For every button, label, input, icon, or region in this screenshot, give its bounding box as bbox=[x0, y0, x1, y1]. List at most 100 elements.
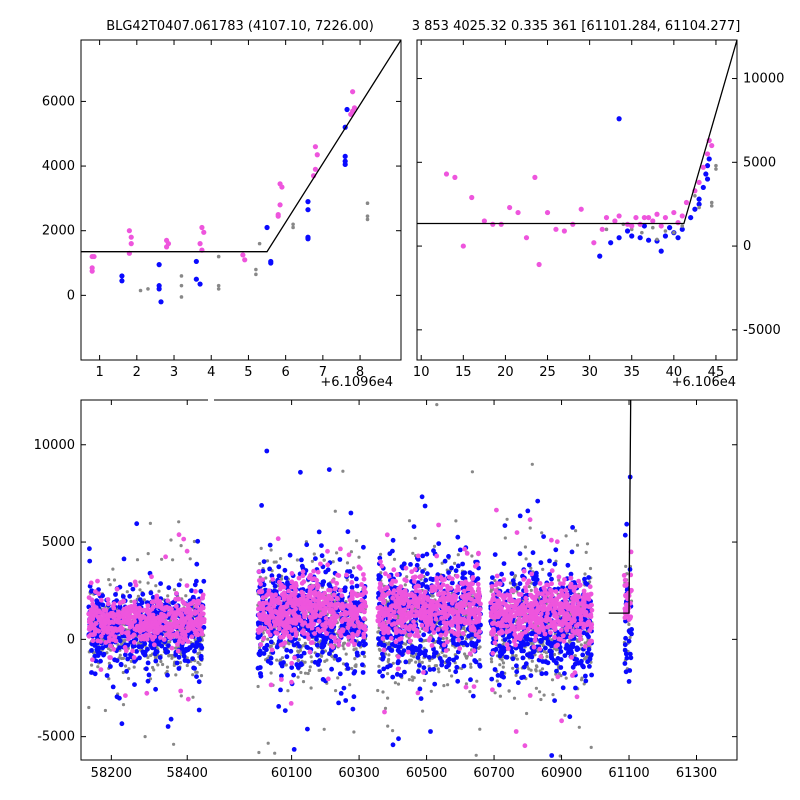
b-point-magenta bbox=[394, 593, 399, 599]
tl-point-magenta bbox=[201, 229, 207, 235]
b-point-magenta bbox=[438, 632, 444, 638]
b-point-magenta bbox=[403, 624, 408, 630]
b-point-grey bbox=[306, 671, 310, 676]
b-point-blue bbox=[399, 652, 405, 657]
b-point-grey bbox=[161, 662, 165, 667]
b-point-magenta bbox=[168, 635, 173, 641]
b-point-blue bbox=[377, 574, 382, 580]
b-point-blue bbox=[295, 665, 301, 670]
b-point-magenta bbox=[429, 643, 435, 648]
b-point-grey bbox=[138, 588, 142, 592]
b-point-magenta bbox=[379, 563, 385, 569]
b-point-magenta bbox=[359, 597, 365, 603]
b-point-magenta bbox=[449, 628, 455, 634]
b-point-magenta bbox=[475, 581, 481, 587]
b-point-magenta bbox=[459, 604, 465, 610]
b-point-blue bbox=[387, 551, 393, 557]
b-point-magenta bbox=[338, 588, 343, 593]
b-point-magenta bbox=[328, 603, 334, 608]
b-point-magenta bbox=[163, 620, 169, 625]
b-point-grey bbox=[256, 684, 260, 689]
b-point-magenta bbox=[413, 588, 419, 594]
b-point-grey bbox=[331, 560, 335, 564]
b-point-grey bbox=[411, 551, 415, 555]
b-point-blue bbox=[424, 571, 430, 577]
b-point-magenta bbox=[398, 636, 404, 641]
b-point-magenta bbox=[339, 593, 345, 598]
b-point-magenta bbox=[174, 631, 179, 637]
b-point-blue bbox=[305, 645, 310, 650]
b-point-magenta bbox=[289, 660, 295, 666]
b-point-blue bbox=[344, 662, 350, 668]
b-point-grey bbox=[177, 520, 181, 524]
b-point-blue bbox=[322, 640, 328, 645]
tr-xtick-label: 10 bbox=[413, 365, 430, 380]
b-point-blue bbox=[472, 658, 478, 663]
tr-point-blue bbox=[608, 240, 614, 246]
b-point-magenta bbox=[419, 622, 425, 628]
tl-point-magenta bbox=[199, 224, 205, 231]
panel-top-left-title: BLG42T0407.061783 (4107.10, 7226.00) bbox=[106, 19, 374, 34]
b-point-blue bbox=[328, 639, 334, 645]
b-point-magenta bbox=[466, 593, 471, 598]
tr-point-magenta bbox=[536, 261, 542, 268]
b-point-magenta bbox=[327, 587, 333, 593]
b-point-grey bbox=[345, 578, 349, 582]
b-point-magenta bbox=[409, 604, 415, 610]
b-point-magenta bbox=[474, 562, 480, 567]
b-point-blue bbox=[305, 726, 310, 732]
tr-point-magenta bbox=[603, 214, 610, 221]
tr-point-grey bbox=[650, 225, 655, 230]
b-point-magenta bbox=[294, 618, 300, 623]
tr-point-blue bbox=[662, 233, 669, 239]
b-point-magenta bbox=[396, 654, 401, 660]
b-point-grey bbox=[414, 652, 418, 657]
b-point-blue bbox=[130, 586, 136, 592]
b-point-grey bbox=[322, 727, 326, 731]
b-point-blue bbox=[299, 662, 304, 668]
b-point-blue bbox=[354, 576, 359, 582]
b-point-blue bbox=[116, 635, 122, 641]
b-point-blue bbox=[419, 494, 425, 500]
b-point-blue bbox=[455, 678, 461, 684]
b-point-magenta bbox=[267, 613, 273, 619]
b-point-magenta bbox=[300, 592, 306, 598]
b-point-blue bbox=[276, 704, 282, 709]
b-point-magenta bbox=[290, 620, 296, 626]
b-point-magenta bbox=[102, 618, 107, 624]
b-point-magenta bbox=[427, 603, 432, 609]
b-point-grey bbox=[323, 659, 327, 664]
b-point-magenta bbox=[154, 593, 160, 599]
b-point-blue bbox=[460, 561, 465, 567]
b-point-magenta bbox=[200, 592, 206, 598]
b-point-magenta bbox=[345, 625, 351, 631]
b-point-magenta bbox=[321, 627, 327, 633]
b-point-grey bbox=[574, 529, 578, 533]
b-point-magenta bbox=[454, 573, 460, 579]
b-point-blue bbox=[417, 643, 423, 649]
b-point-magenta bbox=[425, 623, 430, 629]
b-point-grey bbox=[392, 557, 397, 562]
b-point-grey bbox=[171, 558, 175, 562]
b-point-magenta bbox=[141, 636, 147, 642]
b-point-grey bbox=[376, 688, 380, 693]
b-point-magenta bbox=[183, 616, 189, 622]
b-point-blue bbox=[401, 648, 407, 653]
b-point-grey bbox=[143, 735, 147, 739]
tr-point-magenta bbox=[696, 179, 702, 186]
b-point-grey bbox=[386, 724, 390, 728]
b-point-magenta bbox=[329, 596, 335, 602]
b-point-grey bbox=[413, 536, 417, 540]
b-point-blue bbox=[446, 661, 452, 666]
b-point-grey bbox=[341, 469, 345, 473]
b-point-magenta bbox=[412, 567, 418, 572]
b-point-grey bbox=[266, 741, 270, 745]
b-point-magenta bbox=[179, 631, 185, 637]
b-point-magenta bbox=[133, 613, 139, 619]
tr-point-blue bbox=[616, 235, 622, 241]
b-point-magenta bbox=[434, 553, 440, 559]
b-point-magenta bbox=[476, 551, 481, 557]
b-point-blue bbox=[442, 558, 448, 564]
b-point-blue bbox=[437, 656, 443, 661]
b-point-blue bbox=[166, 643, 171, 648]
